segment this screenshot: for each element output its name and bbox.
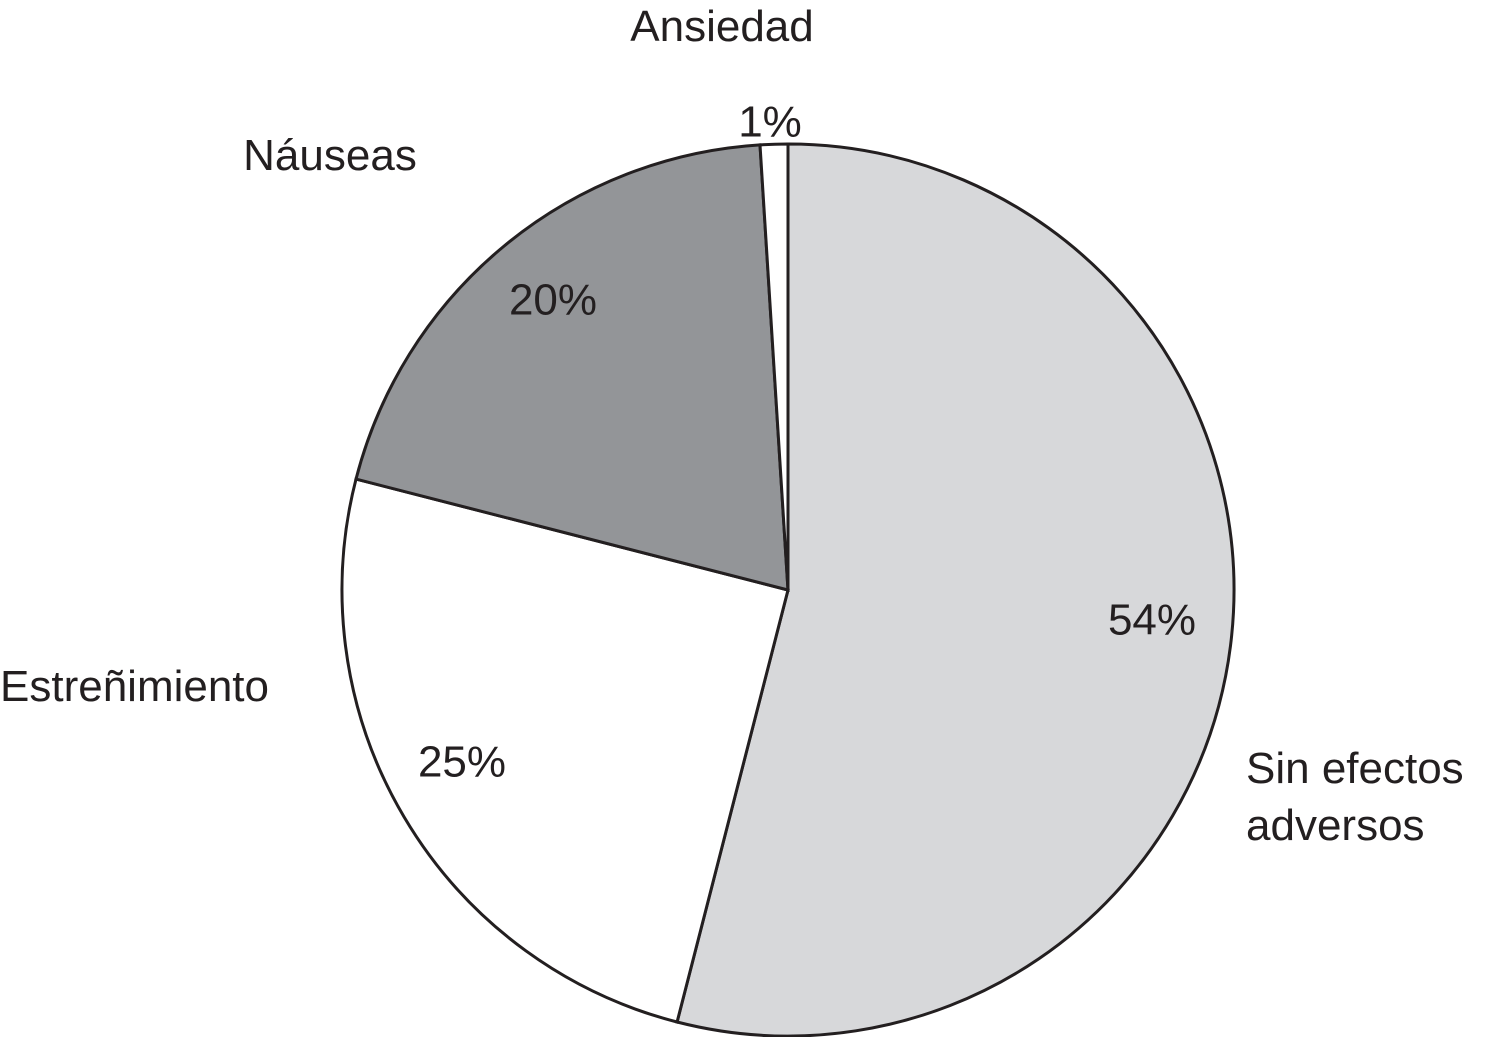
pie-slice-ansiedad	[758, 142, 790, 591]
pie-slice-nauseas	[354, 143, 790, 592]
pie-labels: 54% Sin efectos adversos 25% Estreñimiento 20…	[0, 2, 1464, 850]
value-label-nauseas: 20%	[509, 276, 597, 325]
category-label-nauseas: Náuseas	[243, 131, 417, 180]
pie-slice-estrenimiento	[340, 477, 790, 1024]
value-label-sin-efectos-adversos: 54%	[1108, 596, 1196, 645]
value-label-ansiedad: 1%	[738, 98, 802, 147]
category-label-ansiedad: Ansiedad	[630, 2, 813, 51]
pie-slices	[340, 142, 1236, 1037]
category-label-sin-efectos-adversos: Sin efectos adversos	[1246, 744, 1464, 850]
category-label-estrenimiento: Estreñimiento	[0, 662, 269, 711]
pie-slice-sin-efectos-adversos	[675, 142, 1236, 1037]
value-label-estrenimiento: 25%	[418, 738, 506, 787]
